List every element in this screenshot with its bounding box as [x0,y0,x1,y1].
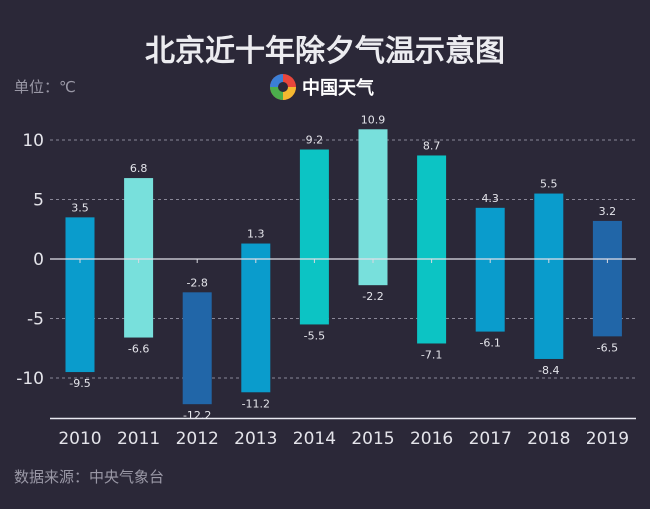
x-tick-label: 2018 [527,429,570,449]
x-tick-label: 2015 [351,429,394,449]
bar-2014 [299,149,329,325]
pinwheel-logo-icon [270,74,296,100]
bar-2013 [241,243,271,393]
y-tick-label: 5 [33,191,44,211]
chart-title: 北京近十年除夕气温示意图 [145,34,505,69]
high-label: 9.2 [306,134,324,147]
y-tick-label: -5 [27,310,44,330]
bar-2017 [475,207,505,332]
high-label: 3.5 [71,201,89,214]
low-label: -9.5 [69,377,90,390]
high-label: 5.5 [540,178,558,191]
low-label: -11.2 [242,397,270,410]
bar-2019 [592,220,622,337]
x-tick-label: 2012 [176,429,219,449]
low-label: -6.6 [128,343,149,356]
high-label: 10.9 [361,113,386,126]
brand-name: 中国天气 [302,78,374,99]
y-tick-label: -10 [16,369,44,389]
y-tick-label: 0 [33,250,44,270]
high-label: 6.8 [130,162,148,175]
low-label: -5.5 [304,329,325,342]
high-label: 8.7 [423,139,441,152]
low-label: -2.2 [362,290,383,303]
high-label: -2.8 [186,276,207,289]
unit-label: 单位：℃ [14,78,76,96]
data-source: 数据来源：中央气象台 [14,468,165,486]
bar-2018 [534,193,564,359]
bar-2012 [182,292,212,405]
low-label: -6.1 [479,337,500,350]
x-tick-label: 2014 [293,429,336,449]
low-label: -8.4 [538,364,559,377]
low-label: -6.5 [597,341,618,354]
low-label: -12.2 [183,409,211,422]
x-tick-label: 2013 [234,429,277,449]
x-tick-label: 2011 [117,429,160,449]
x-tick-label: 2010 [58,429,101,449]
bar-2011 [124,178,154,338]
high-label: 1.3 [247,228,265,241]
high-label: 4.3 [481,192,499,205]
y-tick-label: 10 [22,131,44,151]
bar-2016 [417,155,447,344]
brand-logo: 中国天气 [268,72,374,102]
bar-2010 [65,217,95,373]
x-tick-label: 2016 [410,429,453,449]
low-label: -7.1 [421,348,442,361]
high-label: 3.2 [599,205,617,218]
x-tick-label: 2019 [586,429,629,449]
x-tick-label: 2017 [469,429,512,449]
